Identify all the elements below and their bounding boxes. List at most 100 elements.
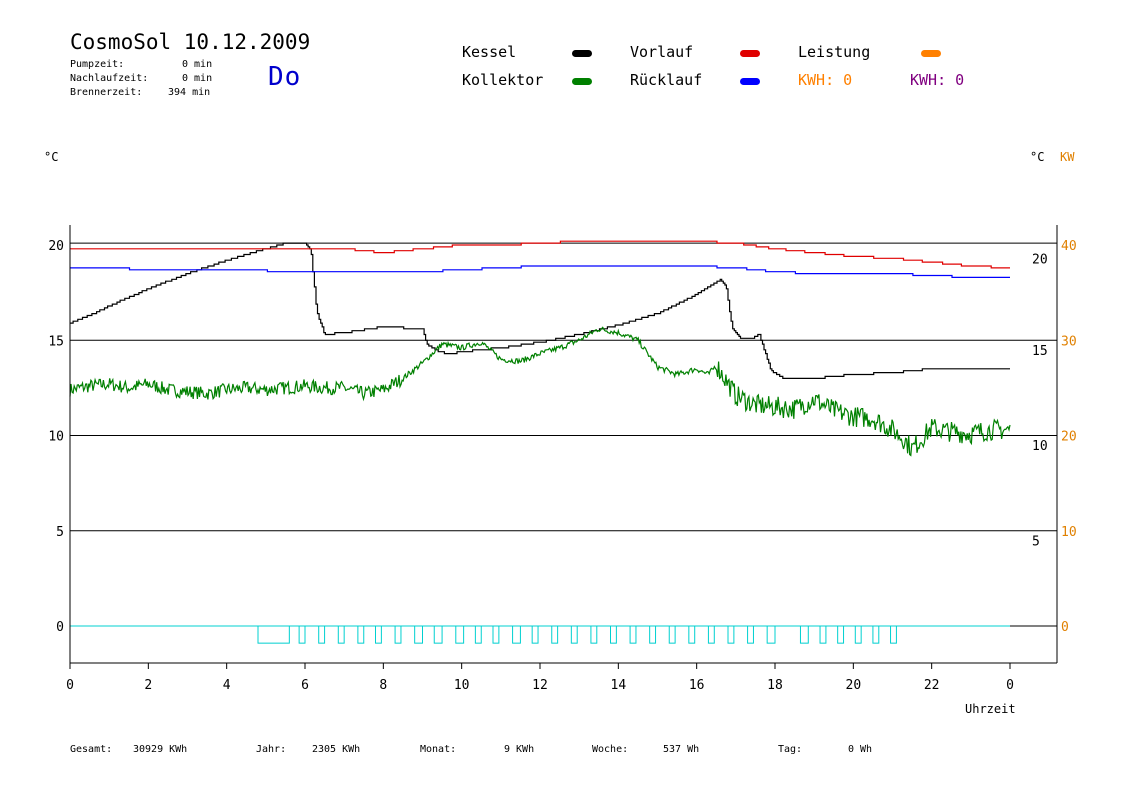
leistung-pulse-16 bbox=[590, 625, 598, 644]
footer-jahr-value: 2305 KWh bbox=[312, 744, 361, 755]
leistung-pulse-7 bbox=[414, 625, 423, 644]
left-tick-label-1: 5 bbox=[56, 525, 64, 540]
right-kw-label-3: 10 bbox=[1061, 525, 1077, 540]
leistung-pulse-12 bbox=[512, 625, 521, 644]
x-tick-label-0: 0 bbox=[66, 678, 74, 693]
stat-pumpzeit-label: Pumpzeit: bbox=[70, 59, 125, 70]
legend-leistung-label: Leistung bbox=[798, 43, 871, 61]
footer-woche-value: 537 Wh bbox=[663, 744, 700, 755]
leistung-pulse-0 bbox=[257, 625, 290, 644]
footer-gesamt-value: 30929 KWh bbox=[133, 744, 188, 755]
left-tick-label-2: 10 bbox=[48, 430, 64, 445]
legend-leistung-swatch bbox=[921, 50, 941, 57]
leistung-pulse-21 bbox=[688, 625, 696, 644]
leistung-pulse-19 bbox=[649, 625, 657, 644]
legend-kessel-label: Kessel bbox=[462, 43, 517, 61]
footer-monat-label: Monat: bbox=[420, 744, 457, 755]
leistung-pulse-20 bbox=[668, 625, 676, 644]
x-tick-label-5: 10 bbox=[454, 678, 470, 693]
axes: 0 2 4 6 8 10 12 14 16 18 20 22 0 0 5 10 15 20 20 15 10 5 40 30 2… bbox=[48, 225, 1077, 693]
footer-gesamt-label: Gesamt: bbox=[70, 744, 113, 755]
leistung-pulse-22 bbox=[707, 625, 715, 644]
right-celsius-label-2: 10 bbox=[1032, 439, 1048, 454]
legend-ruecklauf-label: Rücklauf bbox=[630, 71, 703, 89]
leistung-pulse-4 bbox=[357, 625, 365, 644]
leistung-pulse-27 bbox=[819, 625, 827, 644]
x-axis-label: Uhrzeit bbox=[965, 702, 1016, 716]
series-kollektor bbox=[69, 326, 1011, 457]
leistung-pulse-14 bbox=[551, 625, 559, 644]
left-tick-label-3: 15 bbox=[48, 334, 64, 349]
leistung-pulse-8 bbox=[433, 625, 443, 644]
left-axis-unit: °C bbox=[44, 150, 59, 164]
right-celsius-label-1: 15 bbox=[1032, 344, 1048, 359]
legend-vorlauf-label: Vorlauf bbox=[630, 43, 694, 61]
footer-tag-label: Tag: bbox=[778, 744, 803, 755]
legend-kollektor-swatch bbox=[572, 78, 592, 85]
right-axis-unit-kw: KW bbox=[1060, 150, 1075, 164]
series-layer bbox=[69, 240, 1011, 644]
x-tick-label-1: 2 bbox=[144, 678, 152, 693]
leistung-pulse-24 bbox=[747, 625, 754, 644]
left-tick-label-0: 0 bbox=[56, 620, 64, 635]
right-kw-label-1: 30 bbox=[1061, 334, 1077, 349]
leistung-pulse-25 bbox=[766, 625, 776, 644]
x-tick-label-4: 8 bbox=[379, 678, 387, 693]
series-kessel bbox=[70, 242, 1010, 379]
leistung-pulse-11 bbox=[492, 625, 500, 644]
leistung-pulse-15 bbox=[570, 625, 578, 644]
stat-nachlaufzeit-value: 0 min bbox=[182, 73, 213, 84]
footer-woche-label: Woche: bbox=[592, 744, 629, 755]
leistung-pulse-26 bbox=[799, 625, 809, 644]
stat-brennerzeit-value: 394 min bbox=[168, 87, 211, 98]
leistung-pulse-30 bbox=[872, 625, 880, 644]
leistung-pulse-5 bbox=[375, 625, 382, 644]
stat-pumpzeit-value: 0 min bbox=[182, 59, 213, 70]
x-tick-label-7: 14 bbox=[611, 678, 627, 693]
leistung-pulse-9 bbox=[455, 625, 465, 644]
gridlines bbox=[70, 242, 1057, 627]
footer-jahr-label: Jahr: bbox=[256, 744, 287, 755]
series-leistung bbox=[70, 625, 1010, 644]
x-tick-label-2: 4 bbox=[223, 678, 231, 693]
x-tick-label-6: 12 bbox=[532, 678, 548, 693]
leistung-pulse-31 bbox=[890, 625, 897, 644]
leistung-pulse-23 bbox=[727, 625, 735, 644]
legend-kwh-leistung: KWH: 0 bbox=[798, 71, 853, 89]
legend-ruecklauf-swatch bbox=[740, 78, 760, 85]
footer-tag-value: 0 Wh bbox=[848, 744, 873, 755]
footer-monat-value: 9 KWh bbox=[504, 744, 535, 755]
x-tick-label-8: 16 bbox=[689, 678, 705, 693]
right-kw-label-2: 20 bbox=[1061, 430, 1077, 445]
legend-vorlauf-swatch bbox=[740, 50, 760, 57]
leistung-pulse-6 bbox=[394, 625, 402, 644]
leistung-pulse-29 bbox=[854, 625, 862, 644]
leistung-pulse-2 bbox=[318, 625, 326, 644]
leistung-pulse-1 bbox=[298, 625, 306, 644]
chart-title: CosmoSol 10.12.2009 bbox=[70, 30, 311, 54]
right-celsius-label-0: 20 bbox=[1032, 252, 1048, 267]
right-axis-unit-celsius: °C bbox=[1030, 150, 1045, 164]
x-tick-label-9: 18 bbox=[767, 678, 783, 693]
x-tick-label-12: 0 bbox=[1006, 678, 1014, 693]
x-tick-label-10: 20 bbox=[846, 678, 862, 693]
left-tick-label-4: 20 bbox=[48, 239, 64, 254]
stat-brennerzeit-label: Brennerzeit: bbox=[70, 87, 143, 98]
stat-nachlaufzeit-label: Nachlaufzeit: bbox=[70, 73, 149, 84]
right-kw-label-4: 0 bbox=[1061, 620, 1069, 635]
leistung-pulse-13 bbox=[531, 625, 539, 644]
legend-kessel-swatch bbox=[572, 50, 592, 57]
leistung-pulse-18 bbox=[629, 625, 637, 644]
x-tick-label-3: 6 bbox=[301, 678, 309, 693]
legend-kwh-secondary: KWH: 0 bbox=[910, 71, 965, 89]
x-tick-label-11: 22 bbox=[924, 678, 940, 693]
series-ruecklauf bbox=[70, 265, 1010, 278]
leistung-pulse-10 bbox=[474, 625, 482, 644]
leistung-pulse-17 bbox=[610, 625, 617, 644]
series-vorlauf bbox=[70, 240, 1010, 269]
right-celsius-label-3: 5 bbox=[1032, 534, 1040, 549]
right-kw-label-0: 40 bbox=[1061, 239, 1077, 254]
leistung-pulse-28 bbox=[837, 625, 845, 644]
weekday-label: Do bbox=[268, 62, 302, 92]
